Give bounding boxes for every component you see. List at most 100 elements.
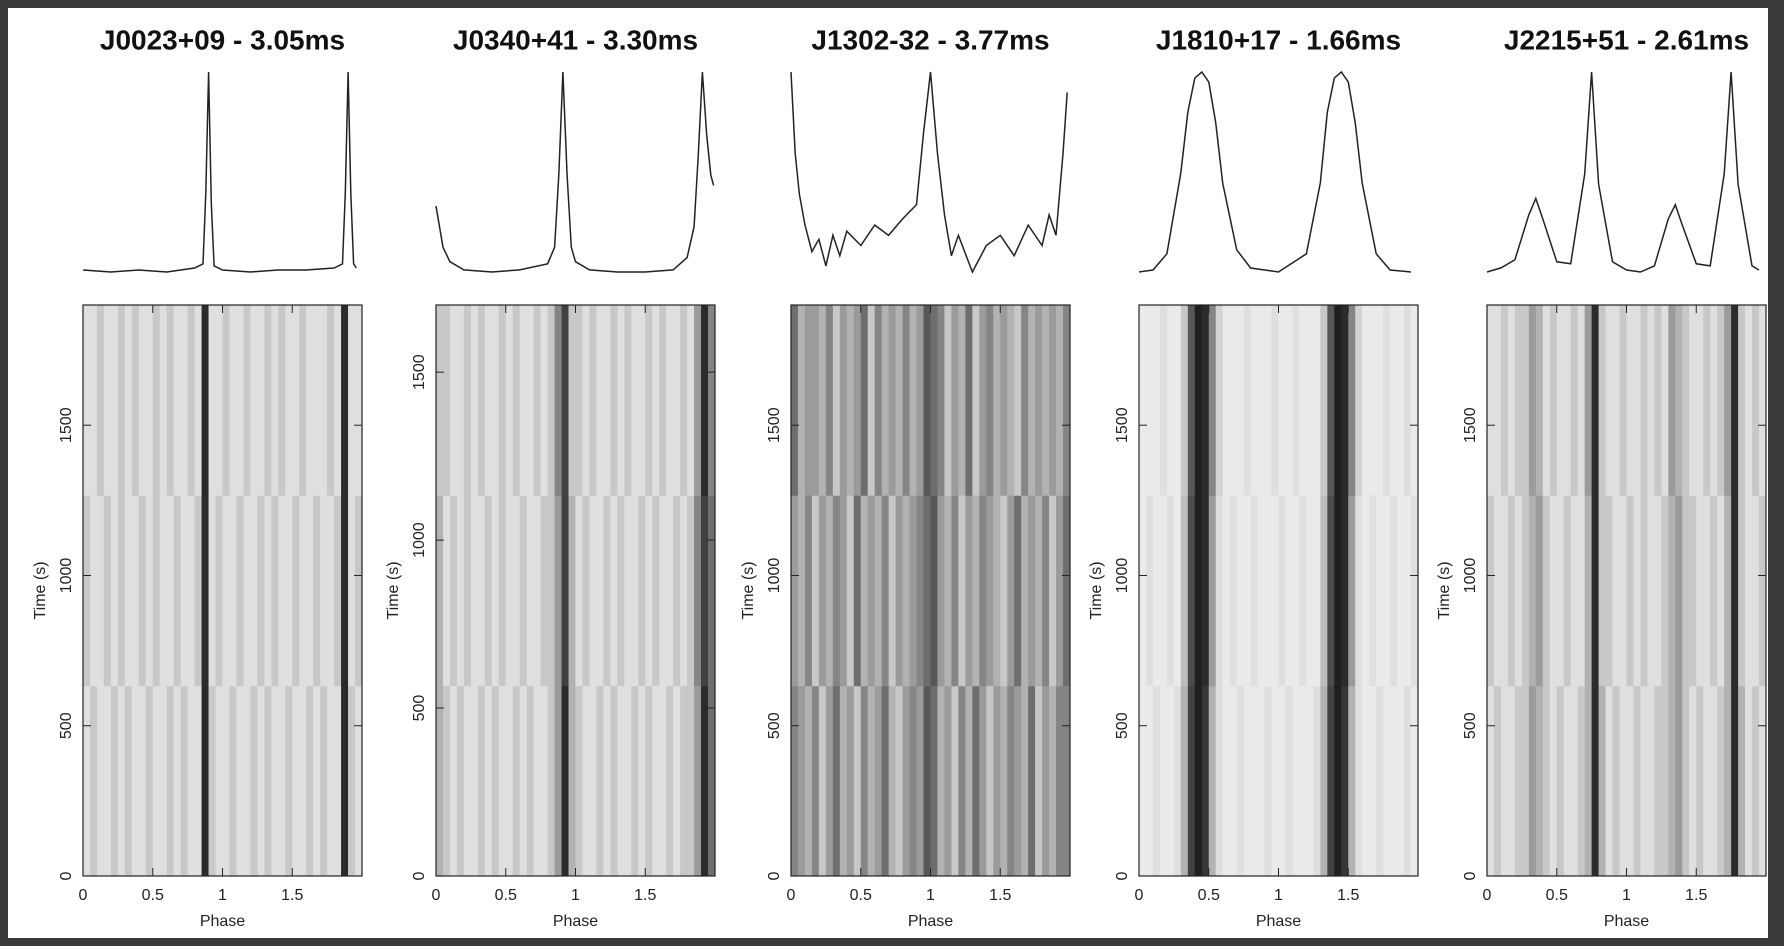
y-tick-label: 1500 [1462, 407, 1479, 443]
heatmap-cell [1397, 685, 1405, 877]
heatmap-cell [1000, 495, 1008, 687]
heatmap-cell [972, 685, 980, 877]
heatmap-cell [923, 495, 931, 687]
heatmap-cell [708, 685, 716, 877]
heatmap-cell [449, 685, 458, 877]
heatmap-cell [110, 685, 119, 877]
heatmap-cell [687, 685, 695, 877]
heatmap-cell [547, 685, 556, 877]
heatmap-cell [867, 495, 876, 687]
heatmap-cell [1320, 305, 1328, 496]
heatmap-cell [1194, 685, 1203, 877]
heatmap-cell [895, 305, 904, 496]
heatmap-cell [1208, 305, 1217, 496]
heatmap-cell [1243, 305, 1252, 496]
heatmap-cell [652, 305, 660, 496]
y-tick-label: 0 [1462, 871, 1479, 880]
heatmap-cell [463, 685, 472, 877]
heatmap-cell [701, 685, 709, 877]
heatmap-cell [1521, 685, 1530, 877]
heatmap-cell [687, 495, 695, 687]
heatmap-cell [299, 685, 307, 877]
heatmap-cell [1710, 305, 1718, 496]
heatmap-cell [958, 495, 966, 687]
heatmap-cell [1159, 495, 1168, 687]
heatmap-cell [673, 305, 681, 496]
heatmap-cell [110, 495, 119, 687]
profile-line [790, 71, 1068, 274]
panel-title: J0023+09 - 3.05ms [100, 24, 345, 55]
heatmap-cell [1145, 305, 1154, 496]
heatmap-cell [83, 495, 91, 687]
heatmap-cell [1724, 305, 1732, 496]
heatmap-cell [547, 495, 556, 687]
heatmap-cell [1299, 685, 1307, 877]
heatmap-cell [1598, 495, 1607, 687]
heatmap-cell [881, 495, 890, 687]
heatmap-cell [853, 685, 862, 877]
heatmap-cell [180, 685, 189, 877]
heatmap-cell [1264, 305, 1273, 496]
heatmap-cell [96, 685, 105, 877]
heatmap-cell [631, 495, 639, 687]
heatmap-cell [1647, 495, 1655, 687]
heatmap-cell [1612, 495, 1621, 687]
heatmap-cell [1738, 495, 1746, 687]
heatmap-cell [1208, 685, 1217, 877]
heatmap-cell [1271, 305, 1279, 496]
heatmap-cell [951, 685, 959, 877]
heatmap-cell [1035, 685, 1043, 877]
heatmap-cell [1215, 685, 1224, 877]
heatmap-cell [187, 305, 196, 496]
heatmap-cell [902, 685, 911, 877]
x-tick-label: 1 [1622, 887, 1631, 904]
heatmap-cell [1493, 305, 1502, 496]
heatmap-cell [1173, 305, 1182, 496]
heatmap-cell [229, 685, 237, 877]
heatmap-cell [1689, 685, 1697, 877]
heatmap-cell [589, 305, 597, 496]
heatmap-cell [617, 305, 625, 496]
heatmap-cell [1514, 685, 1523, 877]
y-tick-label: 0 [1114, 871, 1131, 880]
heatmap-cell [1689, 305, 1697, 496]
heatmap-cell [1682, 495, 1690, 687]
heatmap-cell [804, 305, 813, 496]
heatmap-cell [596, 495, 604, 687]
heatmap-cell [902, 495, 911, 687]
heatmap-cell [853, 305, 862, 496]
heatmap-cell [1056, 685, 1064, 877]
heatmap-cell [694, 305, 702, 496]
heatmap-cell [1278, 305, 1286, 496]
heatmap-cell [292, 305, 300, 496]
heatmap-cell [1633, 685, 1641, 877]
heatmap-cell [1654, 305, 1662, 496]
y-tick-label: 1000 [58, 558, 75, 594]
heatmap-cell [708, 495, 716, 687]
heatmap-cell [1063, 495, 1071, 687]
heatmap-cell [860, 495, 869, 687]
heatmap-cell [1049, 685, 1057, 877]
heatmap-cell [1570, 305, 1579, 496]
x-tick-label: 1.5 [634, 887, 656, 904]
heatmap-cell [979, 495, 987, 687]
heatmap-cell [1507, 305, 1516, 496]
heatmap-cell [1021, 305, 1029, 496]
heatmap-cell [1689, 495, 1697, 687]
y-tick-label: 1000 [1462, 558, 1479, 594]
heatmap-cell [250, 495, 258, 687]
heatmap-cell [659, 495, 667, 687]
heatmap-cell [804, 495, 813, 687]
heatmap-cell [1271, 495, 1279, 687]
x-tick-label: 0 [432, 887, 441, 904]
heatmap-cell [1640, 685, 1648, 877]
heatmap-cell [1633, 495, 1641, 687]
heatmap-cell [334, 495, 342, 687]
heatmap-cell [250, 305, 258, 496]
heatmap-cell [1411, 495, 1419, 687]
heatmap-cell [1250, 305, 1259, 496]
heatmap-cell [923, 305, 931, 496]
heatmap-cell [526, 305, 535, 496]
heatmap-cell [1549, 305, 1558, 496]
